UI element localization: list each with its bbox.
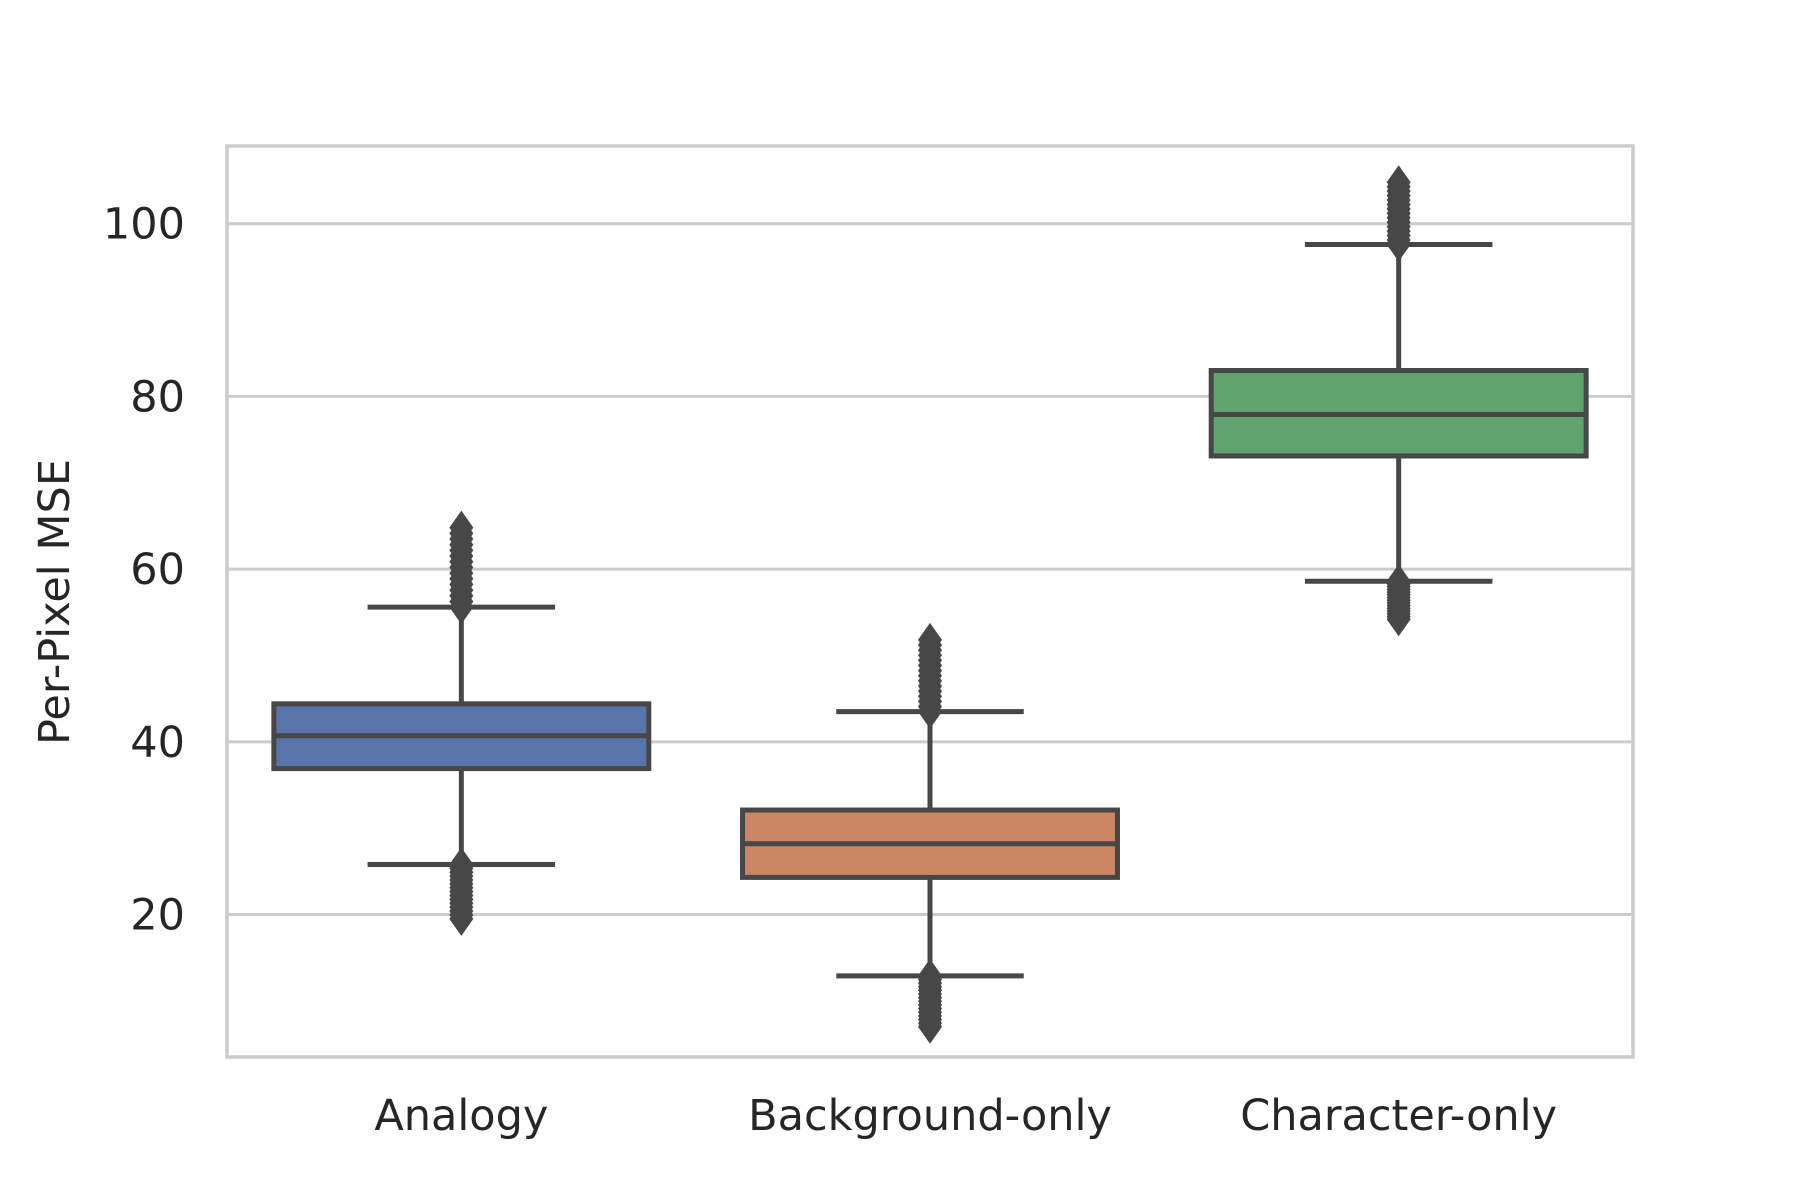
- x-tick-label-1: Analogy: [374, 1091, 548, 1141]
- y-tick-label-60: 60: [130, 545, 185, 595]
- boxes: [271, 165, 1589, 1044]
- y-tick-label-20: 20: [130, 891, 185, 941]
- y-tick-label-80: 80: [130, 372, 185, 422]
- plot-frame: [225, 144, 1635, 1059]
- y-tick-labels: 20 40 60 80 100: [103, 200, 185, 941]
- outlier-low: [918, 958, 942, 993]
- outlier-low: [1386, 564, 1411, 599]
- box-group-1: [271, 510, 652, 936]
- outlier-high: [1386, 165, 1411, 200]
- x-tick-label-3: Character-only: [1240, 1091, 1557, 1141]
- outlier-low: [449, 847, 474, 882]
- x-tick-label-2: Background-only: [748, 1091, 1112, 1141]
- x-tick-labels: Analogy Background-only Character-only: [374, 1091, 1557, 1141]
- outlier-high: [918, 622, 942, 657]
- outlier-high: [449, 510, 474, 545]
- box-group-2: [740, 622, 1120, 1044]
- y-axis-label: Per-Pixel MSE: [30, 459, 80, 745]
- y-tick-label-100: 100: [103, 200, 185, 250]
- box-group-3: [1208, 165, 1589, 637]
- y-tick-label-40: 40: [130, 718, 185, 768]
